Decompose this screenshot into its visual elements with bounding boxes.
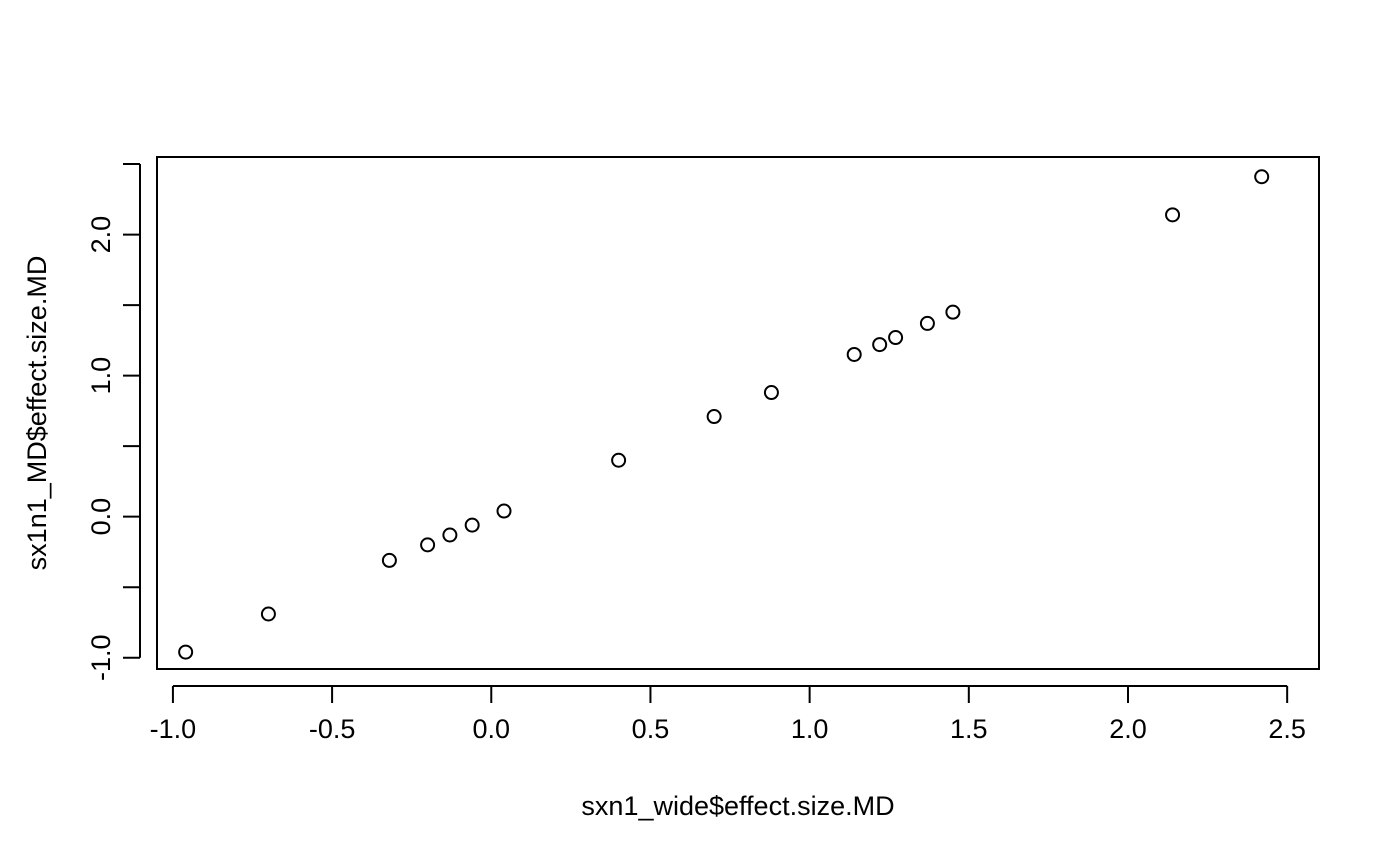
data-point <box>888 330 904 346</box>
x-tick-label: 2.0 <box>1109 714 1147 744</box>
y-tick-label: 1.0 <box>86 357 116 395</box>
data-point <box>464 517 480 533</box>
x-tick-label: 2.5 <box>1268 714 1306 744</box>
data-point <box>846 346 862 362</box>
x-tick-label: -1.0 <box>150 714 197 744</box>
data-point <box>1165 207 1181 223</box>
data-point <box>496 503 512 519</box>
x-tick-label: 0.0 <box>473 714 511 744</box>
data-point <box>919 315 935 331</box>
data-points <box>178 169 1270 660</box>
data-point <box>763 385 779 401</box>
data-point <box>611 452 627 468</box>
data-point <box>872 337 888 353</box>
y-axis: -1.0 0.0 1.0 2.0 <box>86 163 141 681</box>
data-point <box>945 304 961 320</box>
plot-box <box>156 156 1320 670</box>
x-axis-title: sxn1_wide$effect.size.MD <box>581 791 894 821</box>
y-axis-title: sx1n1_MD$effect.size.MD <box>22 256 52 571</box>
y-tick-label: 0.0 <box>86 498 116 536</box>
data-point <box>381 552 397 568</box>
data-point <box>1254 169 1270 185</box>
x-tick-label: 1.0 <box>791 714 829 744</box>
data-point <box>178 644 194 660</box>
y-tick-label: -1.0 <box>86 634 116 681</box>
x-axis: -1.0 -0.5 0.0 0.5 1.0 1.5 2.0 2.5 <box>150 685 1306 744</box>
x-tick-label: -0.5 <box>309 714 356 744</box>
data-point <box>706 409 722 425</box>
y-tick-label: 2.0 <box>86 216 116 254</box>
data-point <box>420 537 436 553</box>
x-tick-label: 0.5 <box>632 714 670 744</box>
data-point <box>260 606 276 622</box>
data-point <box>442 527 458 543</box>
x-tick-label: 1.5 <box>950 714 988 744</box>
